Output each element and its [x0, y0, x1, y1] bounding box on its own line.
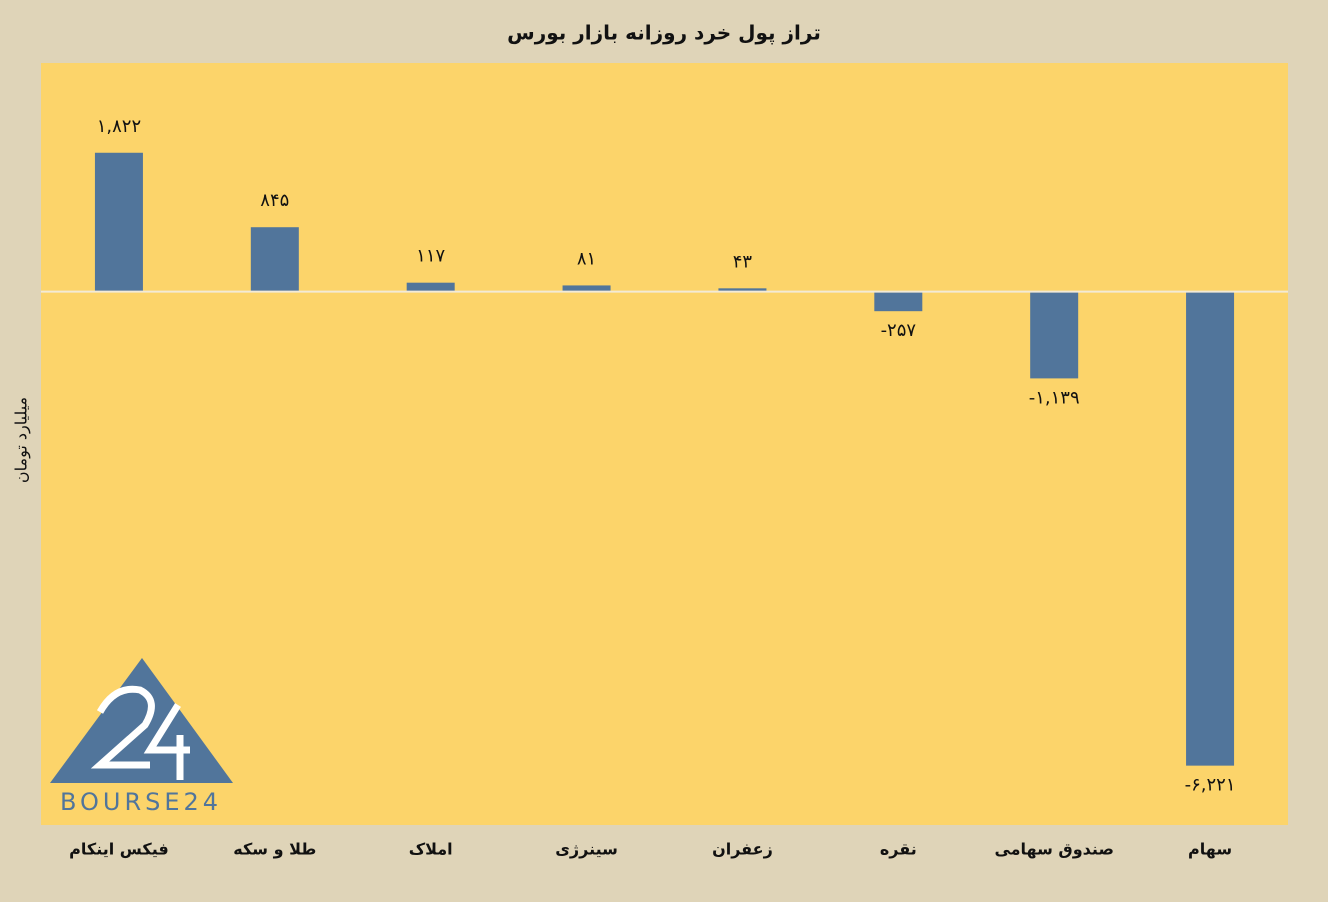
x-tick-label: نقره	[880, 840, 917, 859]
value-label: -۲۵۷	[881, 320, 917, 341]
plot-area	[41, 63, 1288, 825]
value-label: ۸۴۵	[260, 190, 289, 211]
logo-2	[90, 685, 155, 769]
bar	[250, 227, 299, 292]
x-tick-label: زعفران	[712, 840, 773, 859]
value-label: -۱,۱۳۹	[1029, 387, 1080, 408]
bar	[406, 282, 455, 292]
logo: BOURSE24	[50, 658, 233, 816]
value-label: ۴۳	[733, 251, 753, 272]
chart-title: تراز پول خرد روزانه بازار بورس	[507, 21, 821, 46]
logo-4	[143, 703, 190, 780]
x-tick-label: سینرژی	[555, 840, 618, 859]
x-tick-label: املاک	[409, 840, 453, 859]
bar	[94, 152, 143, 292]
logo-text: BOURSE24	[60, 788, 222, 816]
bar	[718, 288, 767, 292]
bar	[562, 285, 611, 292]
bar	[1186, 291, 1235, 766]
x-tick-label: سهام	[1188, 840, 1232, 859]
bar	[874, 291, 923, 312]
x-tick-label: فیکس اینکام	[69, 840, 169, 859]
x-tick-label: صندوق سهامی	[994, 840, 1113, 859]
x-tick-label: طلا و سکه	[233, 840, 316, 859]
value-label: -۶,۲۲۱	[1185, 775, 1236, 796]
y-axis-label: میلیارد تومان	[12, 397, 32, 483]
value-label: ۸۱	[577, 248, 596, 269]
bar	[1030, 291, 1079, 379]
value-label: ۱۱۷	[416, 246, 445, 267]
value-label: ۱,۸۲۲	[97, 116, 141, 137]
